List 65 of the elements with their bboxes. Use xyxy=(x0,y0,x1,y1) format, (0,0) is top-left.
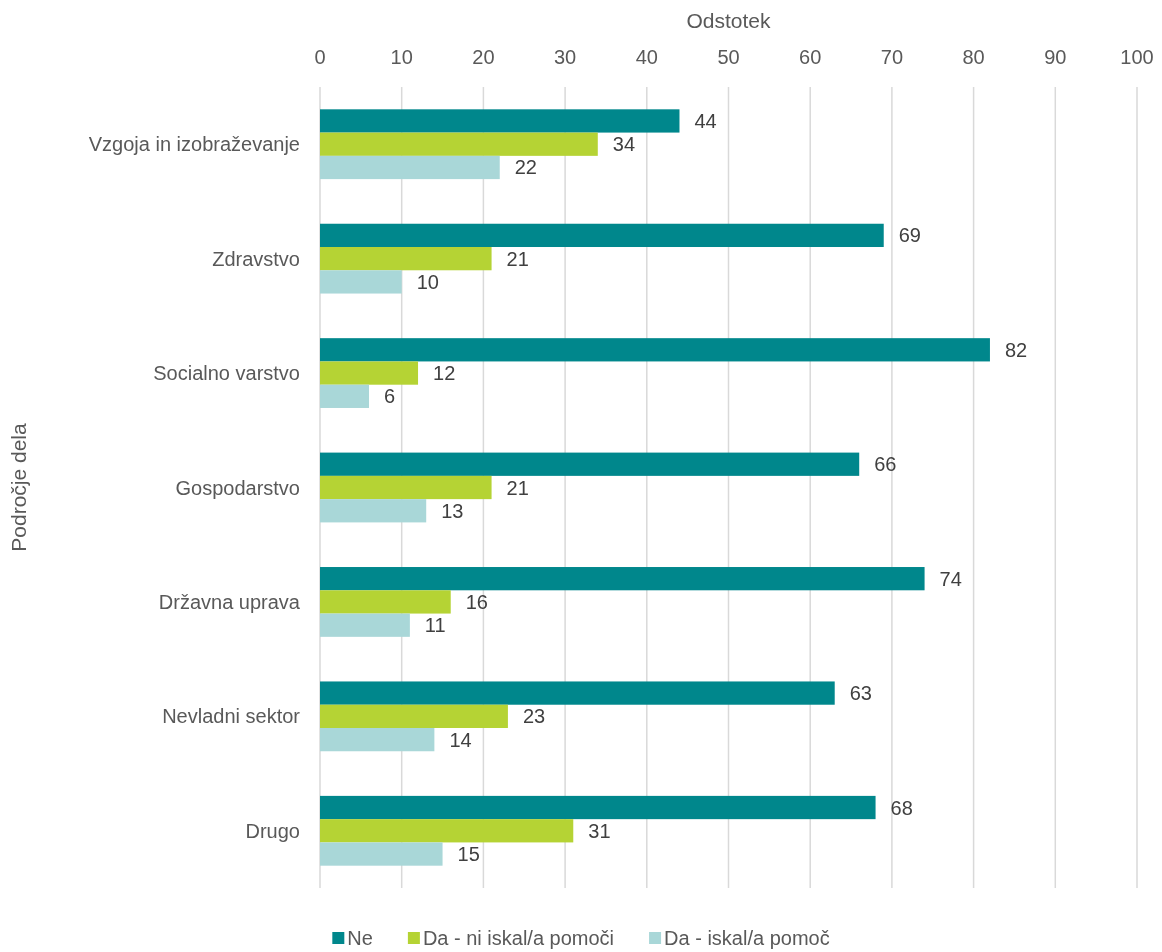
x-tick-label: 80 xyxy=(962,46,985,68)
y-tick-label: Socialno varstvo xyxy=(153,362,300,385)
bar xyxy=(320,109,680,133)
bar xyxy=(320,819,574,843)
data-label: 13 xyxy=(441,499,464,522)
x-tick-label: 10 xyxy=(390,46,413,68)
bar xyxy=(320,795,876,820)
data-label: 22 xyxy=(514,156,537,179)
x-axis-title: Odstotek xyxy=(686,8,772,32)
x-tick-label: 20 xyxy=(472,46,495,68)
x-tick-label: 30 xyxy=(553,46,577,68)
bar xyxy=(320,132,598,156)
bar xyxy=(320,338,990,362)
bar xyxy=(320,704,508,728)
data-label: 21 xyxy=(506,476,529,499)
bar xyxy=(320,567,925,591)
data-label: 16 xyxy=(465,590,488,613)
data-label: 69 xyxy=(898,224,921,247)
x-tick-label: 60 xyxy=(799,46,822,68)
x-tick-label: 0 xyxy=(314,46,326,68)
data-label: 11 xyxy=(424,614,446,637)
x-tick-label: 50 xyxy=(717,46,740,68)
data-label: 31 xyxy=(588,819,611,842)
data-label: 66 xyxy=(874,453,897,476)
bar xyxy=(320,613,410,637)
y-tick-label: Drugo xyxy=(245,819,300,842)
bar xyxy=(320,155,500,180)
x-tick-label: 70 xyxy=(880,46,904,68)
data-label: 68 xyxy=(890,796,913,819)
x-tick-label: 40 xyxy=(635,46,658,68)
bar xyxy=(320,590,451,614)
bar xyxy=(320,475,492,500)
y-tick-label: Vzgoja in izobraževanje xyxy=(88,133,300,156)
legend-label: Da - iskal/a pomoč xyxy=(664,927,830,949)
data-label: 74 xyxy=(939,567,962,590)
y-axis-title: Področje dela xyxy=(6,422,30,552)
bar xyxy=(320,361,419,385)
data-label: 82 xyxy=(1004,338,1028,361)
y-tick-label: Državna uprava xyxy=(158,590,301,613)
bar xyxy=(320,681,835,705)
bar xyxy=(320,223,884,248)
data-label: 10 xyxy=(416,270,439,293)
data-label: 63 xyxy=(849,682,872,705)
legend-label: Ne xyxy=(347,927,373,949)
bar xyxy=(320,452,860,476)
bar xyxy=(320,384,370,408)
y-tick-label: Nevladni sektor xyxy=(162,705,301,728)
data-label: 6 xyxy=(384,385,396,408)
x-tick-label: 100 xyxy=(1120,46,1154,68)
data-label: 14 xyxy=(449,728,472,751)
y-tick-label: Zdravstvo xyxy=(212,247,300,270)
data-label: 23 xyxy=(522,705,546,728)
legend-label: Da - ni iskal/a pomoči xyxy=(422,927,615,949)
bar xyxy=(320,270,402,294)
bar xyxy=(320,727,435,752)
bar xyxy=(320,842,443,866)
bar xyxy=(320,247,492,271)
data-label: 12 xyxy=(433,362,456,385)
data-label: 21 xyxy=(506,247,529,270)
x-tick-label: 90 xyxy=(1044,46,1067,68)
data-label: 34 xyxy=(612,133,636,156)
data-label: 15 xyxy=(457,843,480,866)
data-label: 44 xyxy=(694,109,717,132)
bar xyxy=(320,499,427,523)
y-tick-label: Gospodarstvo xyxy=(175,476,300,499)
